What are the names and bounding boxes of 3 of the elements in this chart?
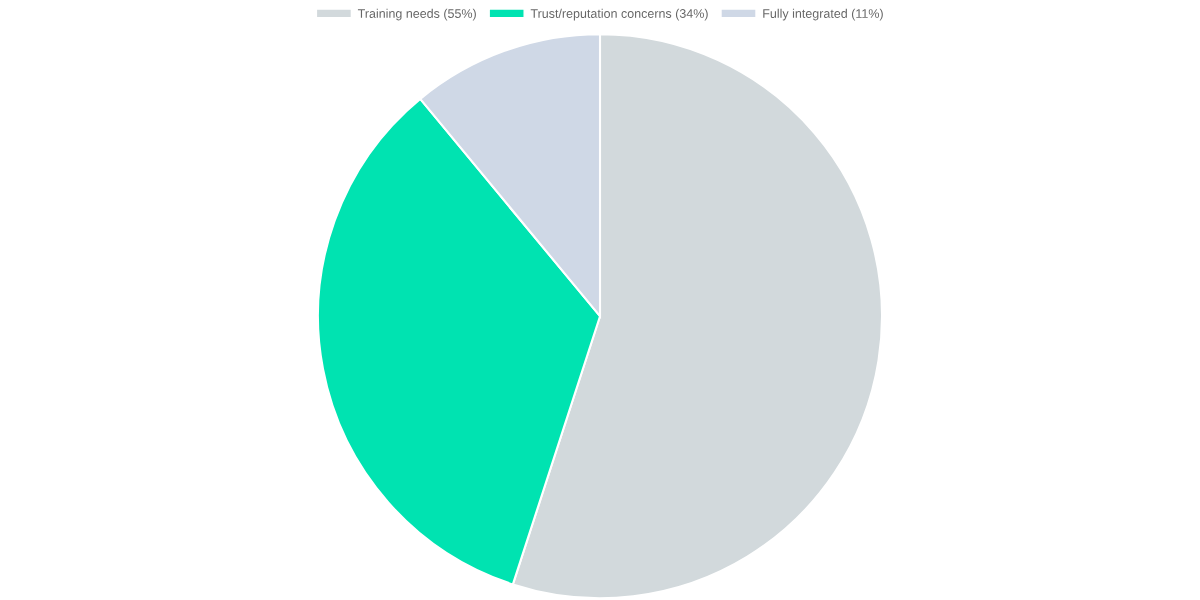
legend-label: Fully integrated (11%) <box>763 8 883 21</box>
legend-label: Trust/reputation concerns (34%) <box>530 8 708 21</box>
legend-label: Training needs (55%) <box>357 8 476 21</box>
